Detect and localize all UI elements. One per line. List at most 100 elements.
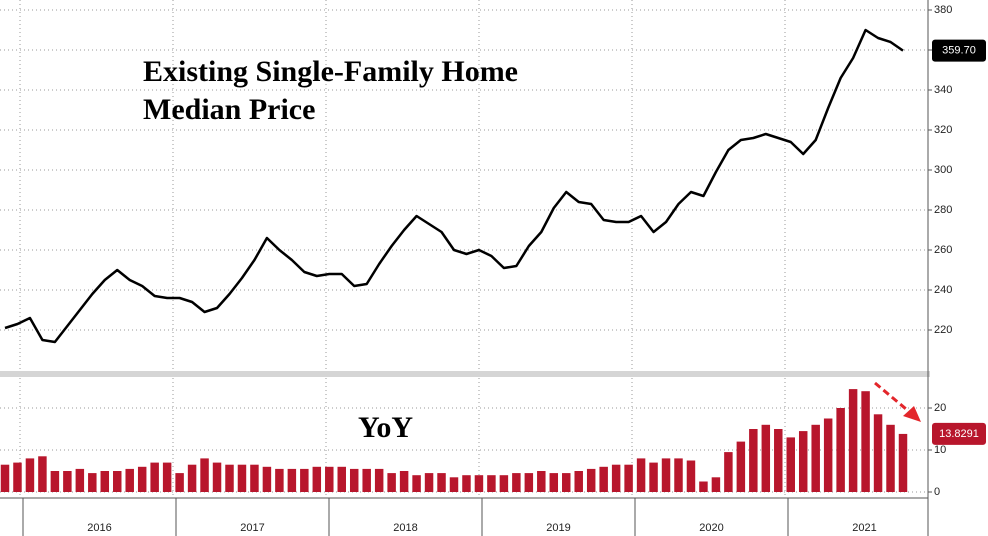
bar xyxy=(200,458,209,492)
bar xyxy=(212,462,222,492)
y-tick-label: 320 xyxy=(934,124,952,136)
bar xyxy=(412,475,421,492)
y-tick-label: 380 xyxy=(934,4,952,16)
y-tick-label: 220 xyxy=(934,324,952,336)
bar xyxy=(50,471,60,492)
bar xyxy=(150,462,159,492)
bar xyxy=(287,468,297,492)
bar xyxy=(861,391,870,492)
bar xyxy=(387,473,396,492)
price-line xyxy=(4,28,904,344)
bar xyxy=(499,475,509,492)
bar xyxy=(137,466,147,492)
bar xyxy=(162,462,172,492)
bar xyxy=(88,473,97,492)
bar xyxy=(225,464,234,492)
chart-title-line-2: Median Price xyxy=(143,93,315,126)
bar xyxy=(275,468,284,492)
bar xyxy=(0,464,10,492)
bar xyxy=(63,471,72,492)
bar xyxy=(686,460,696,492)
bar xyxy=(462,475,471,492)
bar xyxy=(524,473,534,492)
bar xyxy=(175,473,184,492)
bar xyxy=(898,433,908,492)
bar xyxy=(125,468,134,492)
bar xyxy=(512,473,521,492)
bar xyxy=(736,441,746,492)
y-tick-label: 10 xyxy=(934,444,946,456)
bar xyxy=(187,464,197,492)
bar xyxy=(624,464,633,492)
bar xyxy=(374,468,384,492)
bar xyxy=(399,471,409,492)
trend-arrow xyxy=(874,381,913,416)
bar xyxy=(749,429,758,492)
bar xyxy=(823,418,833,492)
chart-title-line-1: Existing Single-Family Home xyxy=(143,55,518,88)
bar xyxy=(113,471,122,492)
bar xyxy=(711,477,721,492)
bar xyxy=(611,464,621,492)
bar xyxy=(312,466,322,492)
bar xyxy=(761,424,771,492)
last-value-box xyxy=(932,39,986,62)
y-tick-label: 300 xyxy=(934,164,952,176)
x-tick-label: 2021 xyxy=(852,522,876,534)
y-tick-label: 0 xyxy=(934,486,940,498)
bar xyxy=(474,475,484,492)
bar xyxy=(886,424,895,492)
x-tick-label: 2016 xyxy=(87,522,111,534)
bar xyxy=(362,468,371,492)
bar xyxy=(636,458,646,492)
bar xyxy=(437,473,446,492)
bar xyxy=(262,466,272,492)
panel-title: YoY xyxy=(358,411,413,444)
bar xyxy=(250,464,259,492)
y-tick-label: 260 xyxy=(934,244,952,256)
trend-arrow-head xyxy=(903,406,921,422)
bar xyxy=(38,456,47,492)
bar xyxy=(574,471,583,492)
bar xyxy=(487,475,496,492)
bar xyxy=(811,424,820,492)
bar xyxy=(774,429,783,492)
bar xyxy=(537,471,546,492)
bar xyxy=(349,468,359,492)
last-value-box xyxy=(932,422,986,445)
bar xyxy=(424,473,434,492)
bar xyxy=(562,473,571,492)
y-tick-label: 280 xyxy=(934,204,952,216)
bar xyxy=(873,414,883,492)
bar xyxy=(237,464,247,492)
x-tick-label: 2020 xyxy=(699,522,723,534)
panel-divider xyxy=(0,371,930,377)
last-value-label: 359.70 xyxy=(942,45,976,57)
y-tick-label: 240 xyxy=(934,284,952,296)
x-tick-label: 2018 xyxy=(393,522,417,534)
bar xyxy=(699,481,708,492)
y-tick-label: 20 xyxy=(934,402,946,414)
bar xyxy=(549,473,559,492)
x-tick-label: 2019 xyxy=(546,522,570,534)
bar xyxy=(786,437,795,492)
bar xyxy=(836,408,845,492)
bar xyxy=(661,458,671,492)
bar xyxy=(337,466,346,492)
bar xyxy=(75,468,85,492)
bar xyxy=(325,466,334,492)
bar xyxy=(13,462,22,492)
y-tick-label: 340 xyxy=(934,84,952,96)
last-value-label: 13.8291 xyxy=(939,428,979,440)
bar xyxy=(449,477,459,492)
bar xyxy=(25,458,35,492)
bar xyxy=(798,431,808,492)
bar xyxy=(586,468,596,492)
x-tick-label: 2017 xyxy=(240,522,264,534)
bar xyxy=(649,462,658,492)
bar xyxy=(599,466,608,492)
bar xyxy=(100,471,110,492)
